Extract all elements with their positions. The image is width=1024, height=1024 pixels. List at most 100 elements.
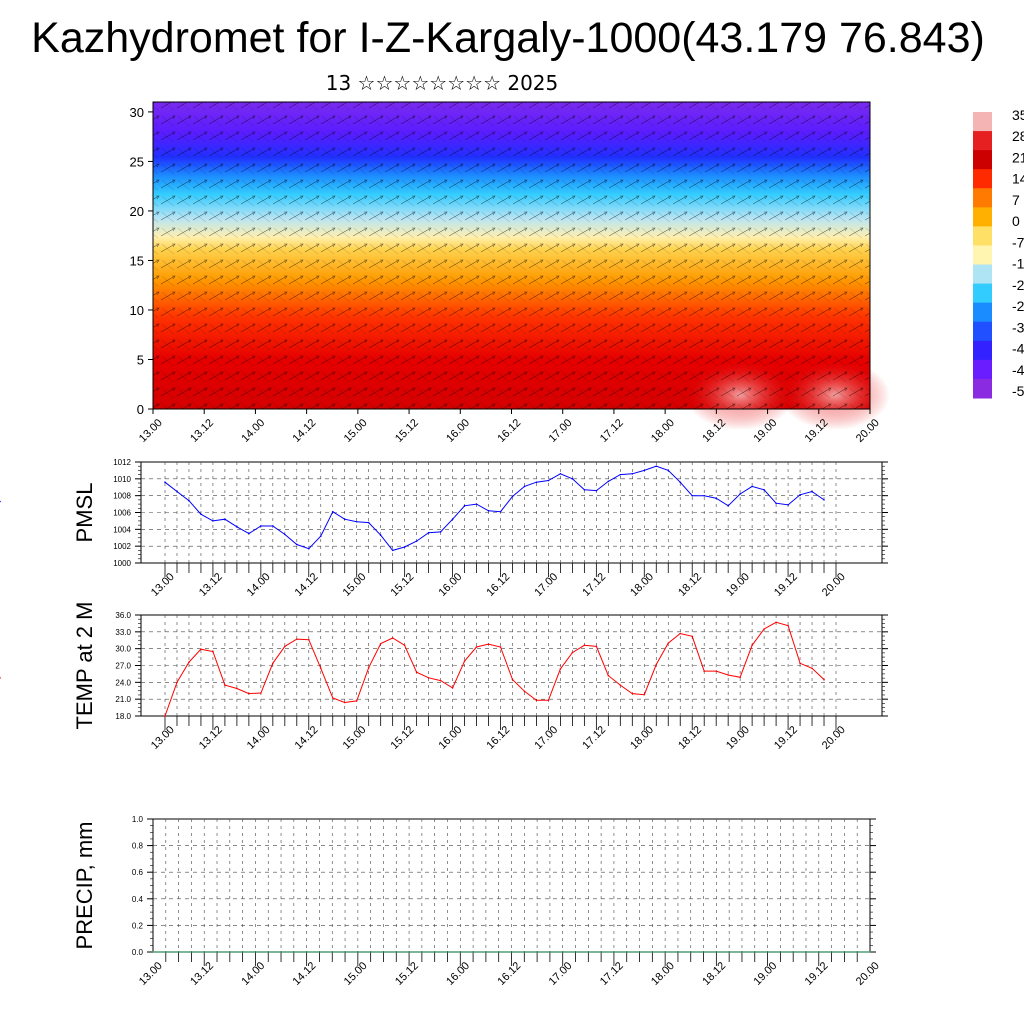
y-tick-label: 27.0 (115, 662, 131, 671)
temp-point (715, 670, 717, 672)
x-tick-label: 16.12 (495, 417, 523, 445)
x-tick-label: 15.00 (342, 960, 370, 988)
temp-point (643, 693, 646, 696)
x-tick-label: 14.12 (291, 417, 319, 445)
pmsl-point (799, 494, 801, 496)
x-tick-label: 15.12 (393, 960, 421, 988)
temp-point (499, 646, 502, 648)
pmsl-point (559, 472, 562, 475)
x-tick-label: 19.12 (803, 960, 831, 988)
pmsl-point (703, 494, 705, 497)
colorbar-swatch (973, 340, 992, 361)
colorbar-swatch (973, 188, 992, 208)
precip-plot: 0.0 0.2 0.4 0.6 0.8 1.0 13.00 13.12 14.00 14.12 15… (72, 815, 882, 988)
x-tick-label: 13.12 (188, 417, 216, 445)
colorbar-swatch (973, 131, 992, 151)
x-tick-label: 18.00 (649, 960, 677, 988)
x-tick-label: 20.00 (820, 724, 848, 752)
pmsl-point (224, 518, 226, 521)
x-tick-label: 13.12 (188, 960, 216, 988)
temp-point (619, 684, 622, 686)
y-axis-label: PRECIP, mm (72, 822, 97, 950)
x-tick-label: 19.00 (724, 571, 752, 599)
temp-point (607, 674, 610, 677)
temp-point (296, 638, 298, 640)
x-tick-label: 18.00 (649, 417, 677, 445)
pmsl-point (367, 521, 370, 524)
temp-point (355, 700, 358, 702)
pmsl-point (248, 532, 250, 535)
x-tick-label: 15.12 (389, 724, 417, 752)
pmsl-point (511, 495, 514, 498)
y-tick-label: 0.6 (132, 868, 144, 877)
colorbar-label: 35 (1012, 107, 1024, 123)
pmsl-point (535, 481, 538, 484)
temp-point (260, 692, 262, 694)
y-tick-label: 21.0 (115, 695, 131, 704)
y-tick-label: 20 (130, 204, 144, 219)
pmsl-point (571, 478, 574, 480)
temp-point (775, 621, 777, 624)
y-tick-label: 1.0 (132, 815, 144, 824)
pmsl-point (188, 499, 190, 502)
chart-title: Kazhydromet for I-Z-Kargaly-1000(43.179 … (31, 14, 985, 62)
temp-point (463, 660, 466, 662)
x-tick-label: 15.00 (341, 724, 369, 752)
x-tick-label: 16.00 (444, 960, 472, 988)
y-tick-label: 1000 (113, 559, 131, 568)
x-tick-label: 19.00 (724, 724, 752, 752)
pmsl-point (499, 510, 502, 513)
pmsl-point (343, 518, 346, 521)
temp-point (475, 646, 478, 648)
cross-section-plot: 0 5 10 15 20 25 30 13.00 13.12 14.00 14.12 15.00 15… (130, 101, 890, 445)
y-tick-label: 30 (130, 105, 144, 120)
temp-point (391, 637, 394, 639)
x-tick-label: 17.00 (532, 571, 560, 599)
temp-point (571, 651, 574, 654)
pmsl-point (403, 546, 406, 548)
colorbar-swatch (973, 378, 992, 399)
x-tick-label: 14.12 (293, 571, 321, 599)
temp-point (823, 678, 825, 681)
pmsl-point (643, 469, 646, 472)
pmsl-point (679, 481, 682, 484)
temp-point (811, 667, 813, 670)
colorbar-swatch (973, 264, 992, 285)
pmsl-point (475, 503, 478, 505)
temp-point (200, 648, 202, 651)
pmsl-point (631, 472, 634, 475)
temp-point (331, 697, 334, 699)
colorbar-label: -49 (1012, 362, 1024, 378)
colorbar-label: 0 (1012, 213, 1020, 229)
x-tick-label: 13.12 (197, 724, 225, 752)
x-tick-label: 19.12 (772, 571, 800, 599)
pmsl-point (212, 520, 214, 522)
wind-barbs (153, 102, 870, 409)
x-tick-label: 13.00 (149, 571, 177, 599)
x-tick-label: 16.12 (495, 960, 523, 988)
pmsl-point (667, 469, 670, 472)
x-tick-label: 18.12 (700, 960, 728, 988)
x-tick-label: 14.12 (291, 960, 319, 988)
pmsl-point (200, 513, 202, 515)
x-tick-label: 15.12 (393, 417, 421, 445)
y-tick-label: 0.0 (132, 948, 144, 957)
pmsl-point (296, 543, 298, 546)
temp-plot: 18.0 21.0 24.0 27.0 30.0 33.0 36.0 13.00 13.12 14… (0, 602, 888, 752)
temp-point (188, 661, 190, 663)
pmsl-point (463, 504, 466, 507)
pmsl-point (523, 485, 526, 488)
y-tick-label: 1008 (113, 492, 131, 501)
pmsl-point (176, 490, 178, 493)
temp-point (236, 687, 238, 690)
x-tick-label: 17.12 (598, 417, 626, 445)
temp-point (547, 699, 550, 702)
temp-point (319, 667, 322, 670)
y-tick-label: 15 (130, 253, 144, 268)
pmsl-point (0, 500, 1, 503)
pmsl-point (727, 504, 729, 507)
temp-point (415, 671, 418, 674)
temp-point (751, 644, 753, 647)
y-tick-label: 18.0 (115, 712, 131, 721)
